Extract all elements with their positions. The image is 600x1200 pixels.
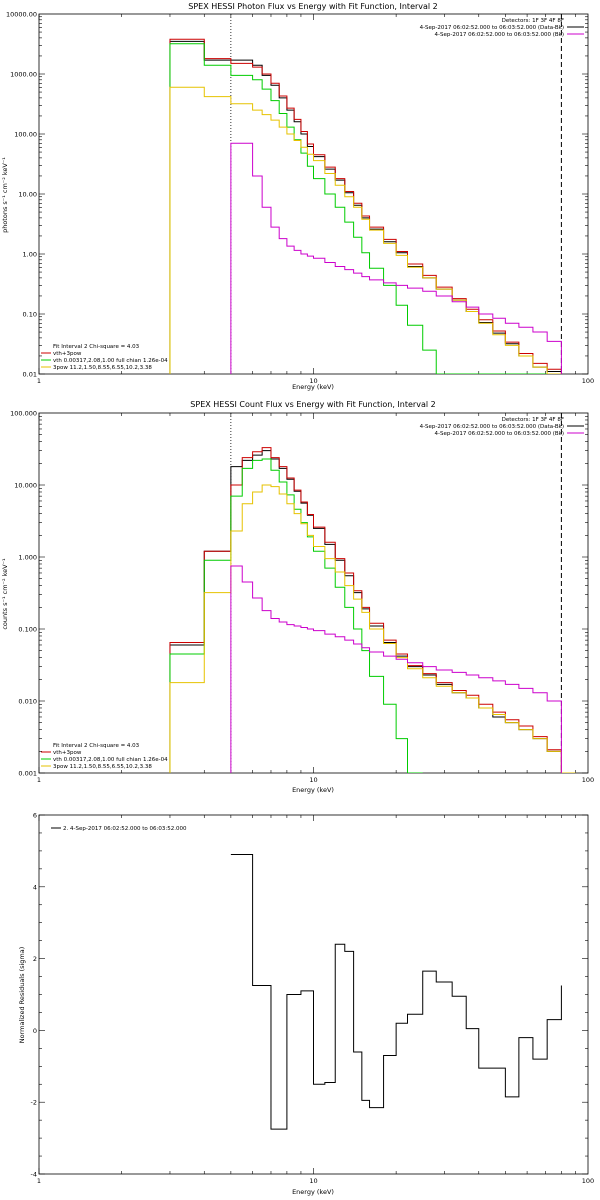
residuals-xtick-label: 1 <box>37 1177 41 1185</box>
residuals-ylabel: Normalized Residuals (sigma) <box>18 947 26 1044</box>
photon-flux-legend-entry: 3pow 11.2,1.50,8.55,6.55,10.2,3.38 <box>53 365 152 371</box>
count-flux-legend-entry: vth+3pow <box>53 750 82 756</box>
photon-flux-ylabel: photons s⁻¹ cm⁻² keV⁻¹ <box>1 157 9 233</box>
photon-flux-ytick-label: 10000.00 <box>6 11 37 19</box>
count-flux-ytick-label: 10.000 <box>14 482 37 490</box>
photon-flux-legend-entry: vth 0.00317,2.08,1.00 full chian 1.26e-0… <box>53 358 168 364</box>
photon-flux-ytick-label: 1.00 <box>23 251 37 259</box>
count-flux-xlabel: Energy (keV) <box>292 786 334 794</box>
photon-flux-xtick-label: 100 <box>582 377 594 385</box>
count-flux-legend-entry: 3pow 11.2,1.50,8.55,6.55,10.2,3.38 <box>53 764 152 770</box>
photon-flux-series-bk <box>230 142 562 374</box>
count-flux-ylabel: counts s⁻¹ cm⁻² keV⁻¹ <box>1 558 9 630</box>
count-flux-ytick-label: 0.010 <box>18 698 37 706</box>
count-flux-series-bk <box>230 565 562 773</box>
count-flux-ytick-label: 0.100 <box>18 626 37 634</box>
photon-flux-legend-entry: vth+3pow <box>53 351 82 357</box>
count-flux-xtick-label: 1 <box>37 776 41 784</box>
residuals-xtick-label: 10 <box>309 1177 317 1185</box>
residuals-ytick-label: 6 <box>33 812 37 820</box>
residuals-xlabel: Energy (keV) <box>292 1188 334 1196</box>
photon-flux-xtick-label: 10 <box>309 377 317 385</box>
photon-flux-panel: SPEX HESSI Photon Flux vs Energy with Fi… <box>1 2 594 391</box>
photon-flux-ytick-label: 0.01 <box>23 371 37 379</box>
photon-flux-ytick-label: 1000.00 <box>10 71 37 79</box>
count-flux-series-vth <box>169 458 423 773</box>
residuals-ytick-label: -2 <box>31 1099 37 1107</box>
count-flux-xtick-label: 100 <box>582 776 594 784</box>
count-flux-series-data <box>169 450 562 773</box>
photon-flux-series-data <box>169 40 562 374</box>
count-flux-legend-entry: 4-Sep-2017 06:02:52.000 to 06:03:52.000 … <box>435 431 565 437</box>
residuals-xtick-label: 100 <box>582 1177 594 1185</box>
count-flux-series-bpow <box>169 484 576 773</box>
photon-flux-series-total <box>169 38 562 374</box>
count-flux-legend-entry: 4-Sep-2017 06:02:52.000 to 06:03:52.000 … <box>420 424 564 430</box>
count-flux-ytick-label: 1.000 <box>18 554 37 562</box>
count-flux-ytick-label: 0.001 <box>18 770 37 778</box>
photon-flux-ytick-label: 10.00 <box>18 191 37 199</box>
photon-flux-xlabel: Energy (keV) <box>292 383 334 391</box>
photon-flux-legend-entry: Detectors: 1F 3F 4F 8F <box>502 18 564 24</box>
photon-flux-legend-entry: 4-Sep-2017 06:02:52.000 to 06:03:52.000 … <box>435 32 565 38</box>
residuals-ytick-label: 4 <box>33 883 37 891</box>
count-flux-legend-entry: vth 0.00317,2.08,1.00 full chian 1.26e-0… <box>53 757 168 763</box>
count-flux-title: SPEX HESSI Count Flux vs Energy with Fit… <box>190 400 435 409</box>
count-flux-legend-entry: Detectors: 1F 3F 4F 8F <box>502 417 564 423</box>
count-flux-panel: SPEX HESSI Count Flux vs Energy with Fit… <box>1 400 594 794</box>
photon-flux-series-vth <box>169 43 562 374</box>
photon-flux-series-bpow <box>169 86 562 374</box>
photon-flux-legend-entry: 4-Sep-2017 06:02:52.000 to 06:03:52.000 … <box>420 25 564 31</box>
residuals-ytick-label: 2 <box>33 955 37 963</box>
photon-flux-ytick-label: 100.00 <box>14 131 37 139</box>
count-flux-ytick-label: 100.000 <box>10 410 37 418</box>
count-flux-legend-entry: Fit Interval 2 Chi-square = 4.03 <box>53 743 140 749</box>
photon-flux-legend-entry: Fit Interval 2 Chi-square = 4.03 <box>53 344 140 350</box>
photon-flux-xtick-label: 1 <box>37 377 41 385</box>
count-flux-xtick-label: 10 <box>309 776 317 784</box>
photon-flux-title: SPEX HESSI Photon Flux vs Energy with Fi… <box>188 2 438 11</box>
residuals-legend-entry: 2. 4-Sep-2017 06:02:52.000 to 06:03:52.0… <box>63 826 187 832</box>
residuals-ytick-label: -4 <box>31 1171 37 1179</box>
residuals-series-data <box>230 853 562 1130</box>
residuals-panel: Energy (keV) Normalized Residuals (sigma… <box>18 812 594 1197</box>
photon-flux-ytick-label: 0.10 <box>23 311 37 319</box>
residuals-ytick-label: 0 <box>33 1027 37 1035</box>
